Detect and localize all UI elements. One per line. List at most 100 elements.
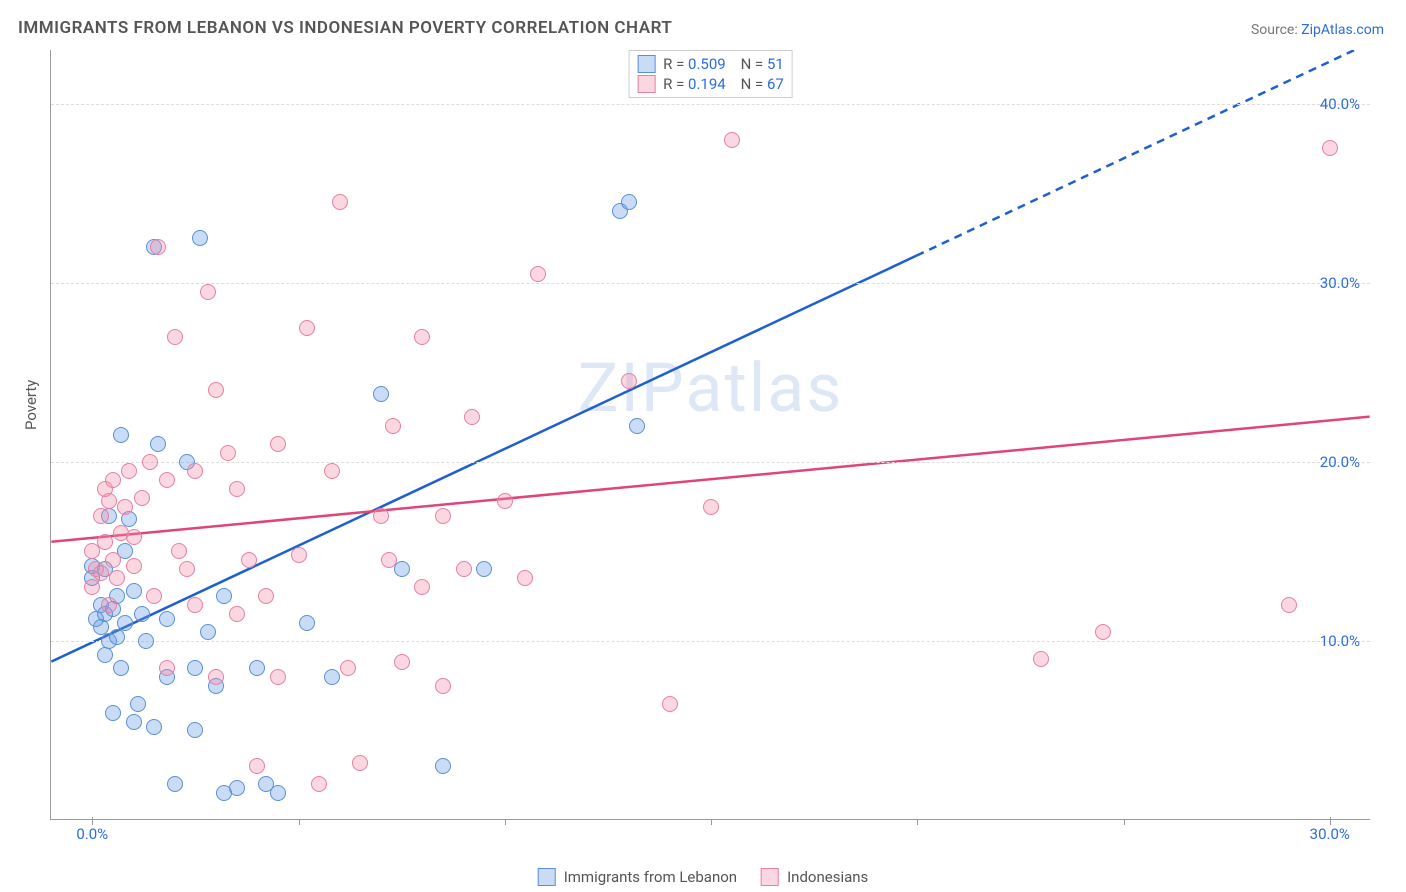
data-point-lebanon [105,705,121,721]
data-point-indonesians [291,547,307,563]
x-tick [505,819,506,825]
data-point-indonesians [208,382,224,398]
series-legend: Immigrants from Lebanon Indonesians [538,868,869,886]
data-point-indonesians [517,570,533,586]
x-tick-label: 0.0% [76,825,108,843]
data-point-lebanon [621,194,637,210]
data-point-indonesians [208,669,224,685]
swatch-lebanon [637,55,655,73]
swatch-indonesians [637,75,655,93]
data-point-indonesians [134,490,150,506]
swatch-indonesians [761,868,779,886]
data-point-lebanon [109,629,125,645]
data-point-lebanon [138,633,154,649]
data-point-lebanon [249,660,265,676]
corr-row-indonesians: R = 0.194 N = 67 [637,75,784,93]
data-point-indonesians [456,561,472,577]
data-point-lebanon [150,436,166,452]
data-point-indonesians [1095,624,1111,640]
data-point-lebanon [126,583,142,599]
corr-row-lebanon: R = 0.509 N = 51 [637,55,784,73]
data-point-lebanon [126,714,142,730]
gridline [51,641,1370,642]
data-point-lebanon [435,758,451,774]
data-point-lebanon [113,427,129,443]
data-point-lebanon [324,669,340,685]
data-point-indonesians [270,436,286,452]
data-point-indonesians [171,543,187,559]
source-link[interactable]: ZipAtlas.com [1301,22,1384,38]
data-point-lebanon [97,647,113,663]
data-point-indonesians [146,588,162,604]
data-point-indonesians [497,493,513,509]
trendline-indonesians [51,417,1369,542]
data-point-indonesians [187,463,203,479]
y-tick-label: 30.0% [1320,274,1360,292]
data-point-indonesians [105,552,121,568]
legend-item-indonesians: Indonesians [761,868,868,886]
data-point-indonesians [84,579,100,595]
data-point-indonesians [662,696,678,712]
y-tick-label: 20.0% [1320,453,1360,471]
data-point-indonesians [435,678,451,694]
data-point-indonesians [385,418,401,434]
data-point-indonesians [249,758,265,774]
corr-text-indonesians: R = 0.194 N = 67 [663,75,784,93]
x-tick-label: 30.0% [1310,825,1350,843]
data-point-indonesians [229,606,245,622]
watermark: ZIPatlas [578,348,844,428]
gridline [51,462,1370,463]
data-point-indonesians [200,284,216,300]
data-point-lebanon [229,780,245,796]
legend-item-lebanon: Immigrants from Lebanon [538,868,737,886]
data-point-indonesians [270,669,286,685]
data-point-indonesians [464,409,480,425]
data-point-indonesians [187,597,203,613]
data-point-indonesians [105,472,121,488]
data-point-lebanon [200,624,216,640]
data-point-indonesians [311,776,327,792]
data-point-lebanon [299,615,315,631]
data-point-indonesians [167,329,183,345]
data-point-lebanon [192,230,208,246]
data-point-indonesians [299,320,315,336]
corr-text-lebanon: R = 0.509 N = 51 [663,55,784,73]
data-point-indonesians [109,570,125,586]
data-point-lebanon [134,606,150,622]
data-point-lebanon [159,611,175,627]
correlation-legend: R = 0.509 N = 51 R = 0.194 N = 67 [628,50,793,98]
gridline [51,104,1370,105]
data-point-lebanon [187,660,203,676]
x-tick [92,817,93,825]
data-point-indonesians [258,588,274,604]
data-point-indonesians [1033,651,1049,667]
data-point-indonesians [332,194,348,210]
x-tick [299,819,300,825]
legend-label-indonesians: Indonesians [787,868,868,886]
data-point-indonesians [159,660,175,676]
data-point-indonesians [126,558,142,574]
data-point-indonesians [1322,140,1338,156]
data-point-lebanon [117,615,133,631]
data-point-indonesians [101,493,117,509]
data-point-lebanon [146,719,162,735]
data-point-lebanon [113,660,129,676]
x-tick [1330,817,1331,825]
trend-lines [51,50,1370,819]
data-point-indonesians [229,481,245,497]
data-point-indonesians [142,454,158,470]
data-point-lebanon [167,776,183,792]
data-point-indonesians [179,561,195,577]
y-tick-label: 10.0% [1320,632,1360,650]
y-axis-title: Poverty [22,380,40,430]
data-point-lebanon [476,561,492,577]
data-point-indonesians [414,579,430,595]
data-point-indonesians [621,373,637,389]
x-tick [1124,819,1125,825]
data-point-indonesians [724,132,740,148]
data-point-indonesians [324,463,340,479]
x-tick [917,819,918,825]
x-tick [711,819,712,825]
data-point-indonesians [530,266,546,282]
data-point-lebanon [373,386,389,402]
